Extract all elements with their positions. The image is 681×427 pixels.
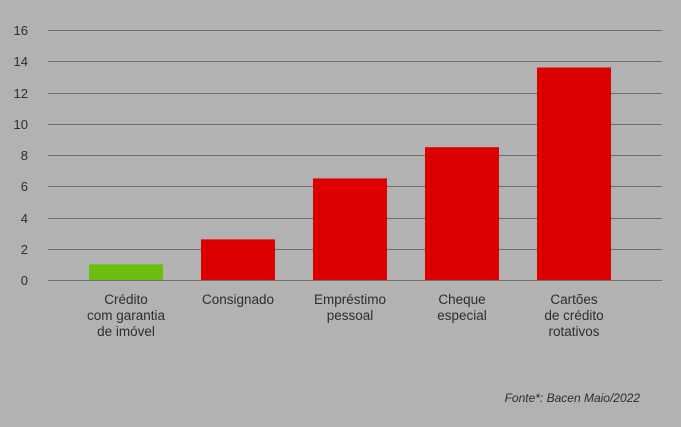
x-category-label-line: de crédito xyxy=(544,308,603,323)
x-axis-category-labels: Crédito com garantia de imóvel Consignado Em… xyxy=(87,292,604,339)
y-tick-label: 16 xyxy=(14,23,28,38)
x-category-label-line: com garantia xyxy=(87,308,166,323)
bar-4 xyxy=(425,147,499,280)
y-tick-label: 2 xyxy=(21,242,28,257)
y-tick-label: 8 xyxy=(21,148,28,163)
x-category-label-line: de imóvel xyxy=(97,324,155,339)
y-tick-label: 14 xyxy=(14,54,28,69)
y-tick-label: 4 xyxy=(21,211,28,226)
x-category-label: Empréstimo pessoal xyxy=(314,292,386,323)
x-category-label: Cartões de crédito rotativos xyxy=(544,292,603,339)
x-category-label-line: Consignado xyxy=(202,292,274,307)
bars xyxy=(89,67,611,280)
x-category-label-line: Empréstimo xyxy=(314,292,386,307)
x-category-label: Crédito com garantia de imóvel xyxy=(87,292,166,339)
x-category-label: Cheque especial xyxy=(437,292,487,323)
y-tick-label: 10 xyxy=(14,117,28,132)
source-note: Fonte*: Bacen Maio/2022 xyxy=(504,391,640,405)
y-axis-tick-labels: 0 2 4 6 8 10 12 14 16 xyxy=(14,23,28,288)
x-category-label-line: Cartões xyxy=(550,292,598,307)
bar-3 xyxy=(313,178,387,280)
x-category-label-line: especial xyxy=(437,308,487,323)
x-category-label-line: pessoal xyxy=(327,308,374,323)
gridlines xyxy=(48,30,662,281)
bar-1 xyxy=(89,264,163,280)
bar-2 xyxy=(201,239,275,280)
x-category-label-line: Cheque xyxy=(438,292,485,307)
x-category-label-line: rotativos xyxy=(548,324,599,339)
y-tick-label: 12 xyxy=(14,86,28,101)
x-category-label-line: Crédito xyxy=(104,292,148,307)
x-category-label: Consignado xyxy=(202,292,274,307)
y-tick-label: 6 xyxy=(21,179,28,194)
y-tick-label: 0 xyxy=(21,273,28,288)
bar-5 xyxy=(537,67,611,280)
